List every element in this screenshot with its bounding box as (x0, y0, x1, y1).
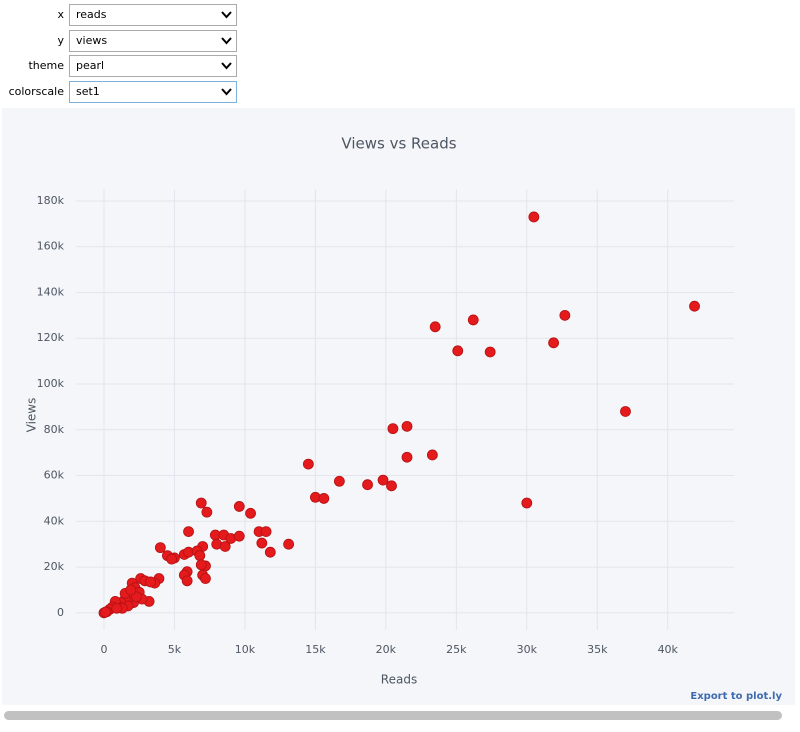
y-tick-label: 40k (44, 514, 65, 527)
scatter-point (548, 337, 559, 349)
scatter-point (256, 537, 268, 549)
x-tick-label: 0 (100, 643, 107, 656)
scatter-point (559, 309, 571, 321)
y-tick-label: 160k (37, 240, 65, 253)
scatter-point (426, 449, 438, 461)
control-row: x reads (0, 4, 240, 26)
y-tick-label: 100k (37, 377, 65, 390)
y-tick-label: 180k (37, 194, 65, 207)
dropdown[interactable]: pearl (69, 55, 237, 77)
chevron (221, 62, 232, 70)
scatter-point (111, 602, 123, 614)
dropdown-value: reads (76, 8, 107, 21)
chart: Views vs Reads Reads Views Export to plo… (2, 108, 795, 705)
chart-title: Views vs Reads (341, 135, 456, 153)
plot-background (2, 108, 795, 705)
y-tick-label: 0 (57, 606, 64, 619)
x-tick-label: 20k (376, 643, 397, 656)
scatter-point (181, 575, 193, 587)
scatter-point (195, 497, 207, 509)
scatter-point (125, 584, 137, 596)
dropdown-value: views (76, 34, 108, 47)
y-tick-label: 60k (44, 469, 65, 482)
scatter-point (154, 542, 166, 554)
scatter-point (302, 458, 314, 470)
scatter-point (387, 423, 399, 435)
x-tick-label: 35k (587, 643, 608, 656)
scatter-point (484, 346, 496, 358)
control-row: y views (0, 30, 240, 52)
scatter-point (467, 314, 479, 326)
control-label: theme (28, 59, 64, 72)
scatter-point (401, 451, 413, 463)
scatter-point (264, 546, 276, 558)
y-axis-label: Views (25, 398, 39, 433)
scatter-point (194, 550, 206, 562)
scatter-point (183, 526, 194, 538)
scatter-point (233, 501, 245, 512)
scatter-point (145, 576, 156, 588)
scatter-point (219, 541, 231, 552)
y-tick-label: 80k (44, 423, 65, 436)
scatter-point (401, 420, 413, 432)
scatter-point (245, 507, 256, 519)
scatter-point (233, 530, 245, 542)
scrollbar[interactable] (4, 711, 782, 720)
control-row: theme pearl (0, 55, 240, 77)
scatter-point (166, 553, 178, 565)
dropdown-value: pearl (76, 59, 105, 72)
scatter-point (521, 497, 533, 509)
control-row: colorscale set1 (0, 81, 240, 103)
scatter-point (195, 559, 207, 571)
chevron (221, 37, 232, 45)
dropdown[interactable]: set1 (69, 81, 237, 103)
scatter-point (362, 479, 373, 491)
scatter-point (429, 321, 441, 333)
dropdown-value: set1 (76, 85, 100, 98)
control-label: x (57, 8, 64, 21)
scatter-point (201, 506, 213, 518)
scatter-point (333, 475, 345, 487)
x-tick-label: 30k (517, 643, 538, 656)
y-tick-label: 20k (44, 560, 65, 573)
export-link[interactable]: Export to plot.ly (690, 691, 782, 702)
dropdown[interactable]: reads (69, 4, 237, 26)
dropdown[interactable]: views (69, 30, 237, 52)
x-tick-label: 10k (235, 643, 256, 656)
scatter-point (99, 606, 111, 618)
chevron (221, 11, 232, 19)
scatter-point (689, 300, 700, 312)
scatter-point (452, 345, 464, 357)
y-tick-label: 120k (37, 331, 65, 344)
x-tick-label: 5k (168, 643, 182, 656)
scatter-point (200, 573, 211, 584)
scatter-point (377, 474, 389, 486)
y-tick-label: 140k (37, 285, 65, 298)
x-tick-label: 15k (305, 643, 326, 656)
scatter-point (620, 406, 631, 417)
chevron (221, 88, 232, 96)
control-label: colorscale (8, 85, 64, 98)
x-tick-label: 40k (658, 643, 679, 656)
scatter-point (260, 526, 272, 538)
x-tick-label: 25k (446, 643, 467, 656)
x-axis-label: Reads (381, 673, 417, 687)
scatter-point (386, 480, 397, 492)
scatter-point (283, 538, 295, 550)
scatter-point (318, 493, 330, 504)
control-label: y (57, 34, 64, 47)
scatter-point (528, 211, 540, 223)
